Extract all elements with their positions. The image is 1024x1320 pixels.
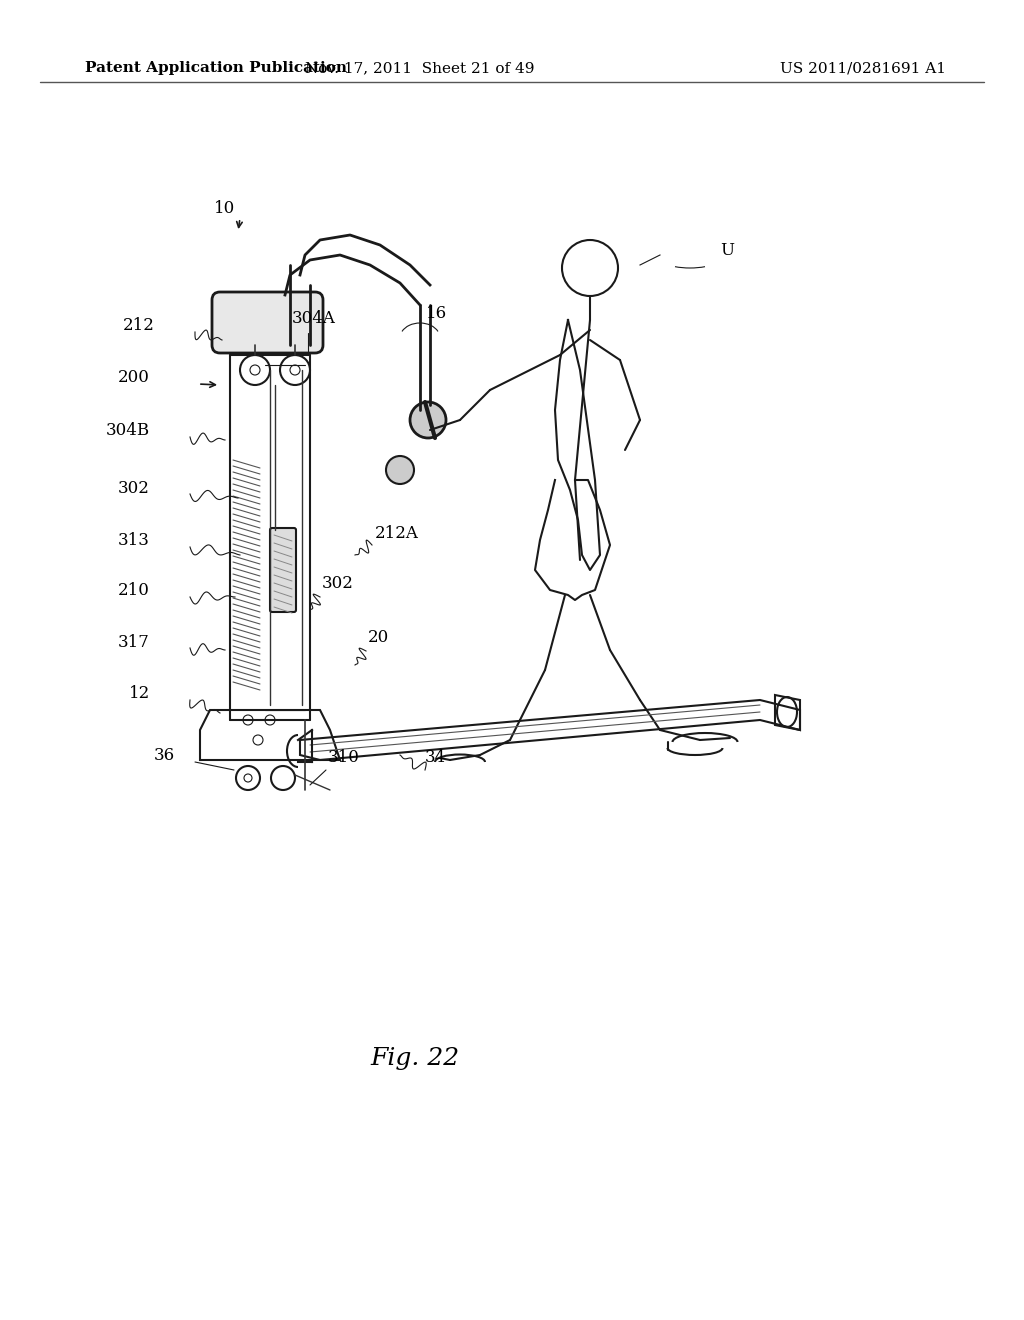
Text: 304B: 304B	[105, 422, 150, 440]
Text: 212: 212	[123, 317, 155, 334]
Circle shape	[410, 403, 446, 438]
Text: Patent Application Publication: Patent Application Publication	[85, 61, 347, 75]
Text: 304A: 304A	[292, 310, 336, 327]
Text: Fig. 22: Fig. 22	[370, 1047, 459, 1071]
FancyBboxPatch shape	[212, 292, 323, 352]
Text: 317: 317	[118, 634, 150, 651]
Text: 200: 200	[118, 370, 150, 385]
Text: 212A: 212A	[375, 525, 419, 543]
Text: US 2011/0281691 A1: US 2011/0281691 A1	[780, 61, 946, 75]
Text: Nov. 17, 2011  Sheet 21 of 49: Nov. 17, 2011 Sheet 21 of 49	[305, 61, 535, 75]
Text: 16: 16	[426, 305, 447, 322]
Text: U: U	[720, 242, 734, 259]
Text: 302: 302	[322, 576, 354, 591]
Text: 210: 210	[118, 582, 150, 599]
Text: 10: 10	[214, 201, 236, 216]
Text: 313: 313	[118, 532, 150, 549]
Circle shape	[386, 455, 414, 484]
Text: 12: 12	[129, 685, 150, 702]
Text: 20: 20	[368, 630, 389, 645]
Text: 34: 34	[425, 748, 446, 766]
Text: 310: 310	[328, 748, 359, 766]
Text: 36: 36	[154, 747, 175, 764]
FancyBboxPatch shape	[270, 528, 296, 612]
Text: 302: 302	[118, 480, 150, 498]
